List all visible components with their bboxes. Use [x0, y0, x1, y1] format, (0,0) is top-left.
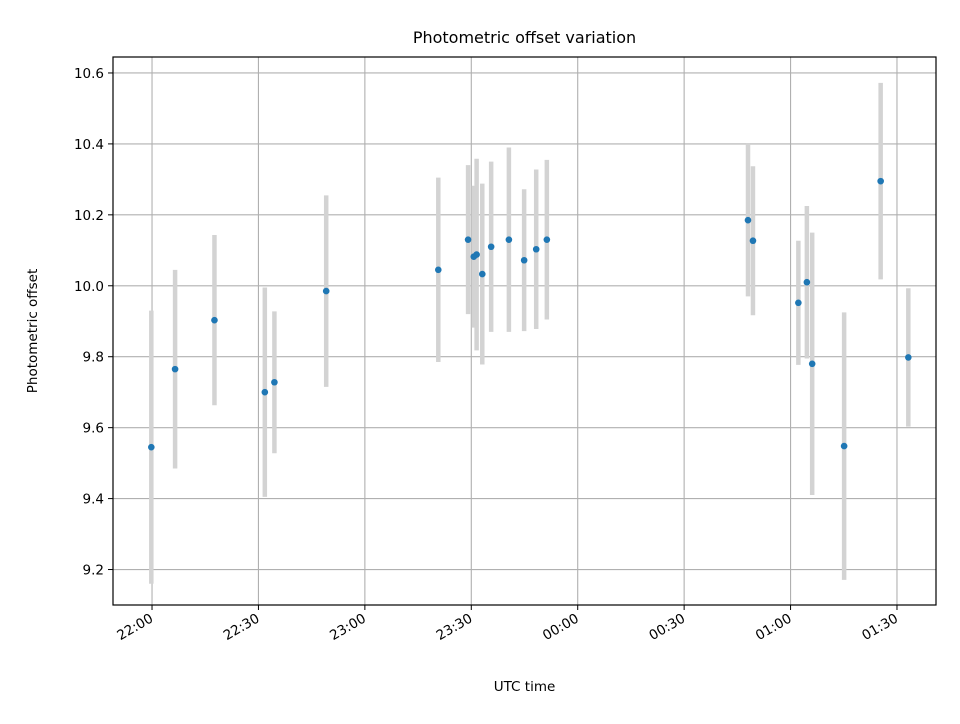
y-tick-label: 9.4 — [83, 492, 104, 508]
data-point — [261, 388, 269, 396]
data-point — [905, 354, 912, 361]
data-point — [505, 236, 513, 243]
data-point — [148, 443, 155, 451]
y-tick-label: 9.8 — [83, 350, 104, 366]
data-point — [808, 360, 816, 368]
data-point — [211, 316, 218, 324]
y-tick-label: 9.2 — [83, 563, 104, 579]
data-point — [434, 266, 442, 274]
data-point — [487, 243, 495, 251]
data-point — [744, 216, 752, 224]
y-tick-label: 10.6 — [74, 66, 104, 82]
data-point — [464, 236, 472, 243]
data-point — [520, 256, 528, 264]
y-axis-ticks: 9.2 9.4 9.6 9.8 10.0 10.2 10.4 10.6 — [74, 66, 113, 579]
data-point — [478, 270, 486, 278]
data-point — [840, 442, 848, 450]
data-point — [803, 278, 811, 286]
y-tick-label: 10.4 — [74, 137, 104, 153]
data-point — [473, 251, 480, 258]
data-point — [271, 378, 278, 386]
y-axis-label: Photometric offset — [25, 269, 41, 393]
y-tick-label: 10.2 — [74, 208, 104, 224]
data-point — [877, 177, 884, 185]
y-tick-label: 10.0 — [74, 279, 104, 295]
data-point — [532, 245, 540, 253]
data-points — [148, 177, 912, 451]
data-point — [322, 287, 330, 295]
data-point — [749, 237, 757, 245]
chart-title: Photometric offset variation — [413, 28, 636, 47]
y-tick-label: 9.6 — [83, 421, 104, 437]
plot-frame — [112, 56, 937, 606]
data-point — [543, 236, 551, 243]
data-point — [795, 299, 802, 307]
data-point — [171, 365, 179, 373]
x-axis-label: UTC time — [494, 679, 556, 695]
